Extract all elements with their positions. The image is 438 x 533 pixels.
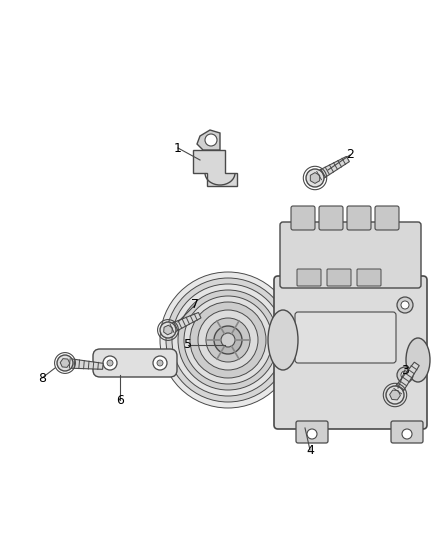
Circle shape — [160, 272, 296, 408]
FancyBboxPatch shape — [391, 421, 423, 443]
FancyBboxPatch shape — [295, 312, 396, 363]
Circle shape — [160, 322, 176, 338]
Polygon shape — [166, 312, 201, 335]
Circle shape — [221, 333, 235, 347]
Circle shape — [306, 169, 324, 187]
Circle shape — [57, 355, 73, 371]
FancyBboxPatch shape — [375, 206, 399, 230]
Polygon shape — [64, 358, 103, 369]
FancyBboxPatch shape — [357, 269, 381, 286]
Text: 1: 1 — [174, 141, 182, 155]
FancyBboxPatch shape — [280, 222, 421, 288]
Circle shape — [402, 429, 412, 439]
Text: 2: 2 — [346, 149, 354, 161]
Polygon shape — [193, 150, 237, 186]
FancyBboxPatch shape — [347, 206, 371, 230]
Circle shape — [397, 367, 413, 383]
FancyBboxPatch shape — [291, 206, 315, 230]
Polygon shape — [60, 359, 70, 367]
Circle shape — [397, 297, 413, 313]
Circle shape — [214, 326, 242, 354]
Circle shape — [205, 134, 217, 146]
Circle shape — [307, 429, 317, 439]
Circle shape — [401, 371, 409, 379]
Circle shape — [107, 360, 113, 366]
Circle shape — [103, 356, 117, 370]
Circle shape — [172, 284, 284, 396]
Text: 5: 5 — [184, 338, 192, 351]
Polygon shape — [164, 325, 172, 335]
Polygon shape — [197, 130, 220, 150]
FancyBboxPatch shape — [297, 269, 321, 286]
Circle shape — [184, 296, 272, 384]
Circle shape — [178, 290, 278, 390]
Ellipse shape — [268, 310, 298, 370]
Polygon shape — [311, 173, 320, 183]
Circle shape — [153, 356, 167, 370]
FancyBboxPatch shape — [327, 269, 351, 286]
Text: 6: 6 — [116, 393, 124, 407]
Text: 7: 7 — [191, 298, 199, 311]
Ellipse shape — [406, 338, 430, 382]
FancyBboxPatch shape — [274, 276, 427, 429]
FancyBboxPatch shape — [319, 206, 343, 230]
FancyBboxPatch shape — [93, 349, 177, 377]
Circle shape — [206, 318, 250, 362]
Polygon shape — [390, 390, 400, 400]
Circle shape — [157, 360, 163, 366]
Circle shape — [166, 278, 290, 402]
Circle shape — [190, 302, 266, 378]
Text: 4: 4 — [306, 443, 314, 456]
Polygon shape — [312, 156, 350, 182]
Circle shape — [401, 301, 409, 309]
Text: 3: 3 — [401, 364, 409, 376]
FancyBboxPatch shape — [296, 421, 328, 443]
Polygon shape — [391, 362, 419, 398]
Text: 8: 8 — [38, 372, 46, 384]
Circle shape — [198, 310, 258, 370]
Circle shape — [386, 386, 404, 404]
